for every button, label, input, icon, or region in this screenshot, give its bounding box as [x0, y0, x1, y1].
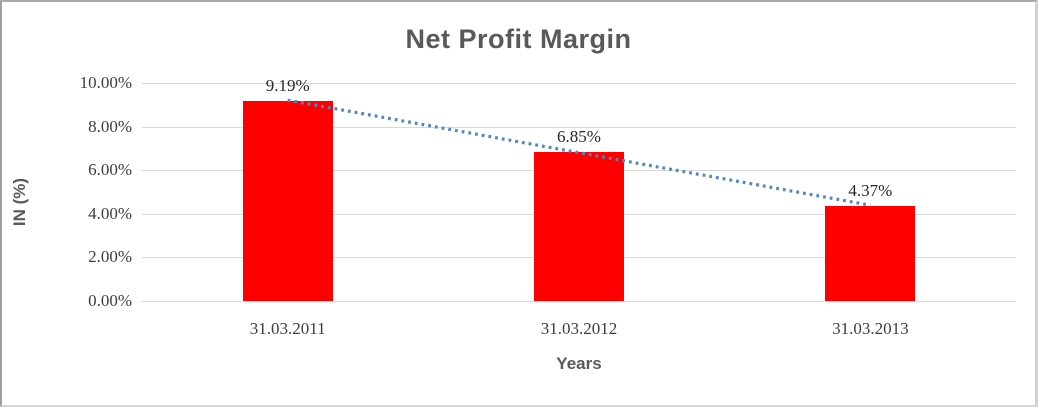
data-label: 4.37%: [848, 180, 893, 200]
trendline: [287, 98, 871, 207]
y-tick-label: 2.00%: [88, 247, 132, 267]
bar-31.03.2012: [534, 151, 624, 301]
y-tick-label: 0.00%: [88, 291, 132, 310]
x-tick-label: 31.03.2011: [249, 319, 326, 338]
gridline: [142, 83, 1016, 84]
y-tick-label: 6.00%: [88, 160, 132, 180]
y-tick-label: 10.00%: [79, 73, 132, 92]
data-label: 6.85%: [557, 126, 601, 146]
y-tick-label: 4.00%: [88, 203, 132, 223]
bar-31.03.2011: [242, 100, 333, 301]
x-tick-label: 31.03.2013: [832, 319, 909, 338]
plot-area: 9.19% 6.85% 4.37%: [142, 76, 1016, 302]
y-tick-label: 8.00%: [88, 116, 132, 136]
x-axis-title: Years: [556, 354, 602, 373]
data-label: 9.19%: [265, 75, 310, 95]
bar-31.03.2013: [825, 205, 916, 301]
x-tick-label: 31.03.2012: [540, 319, 618, 338]
gridline: [142, 301, 1016, 302]
chart-title: Net Profit Margin: [405, 24, 632, 54]
gridline: [142, 126, 1016, 128]
